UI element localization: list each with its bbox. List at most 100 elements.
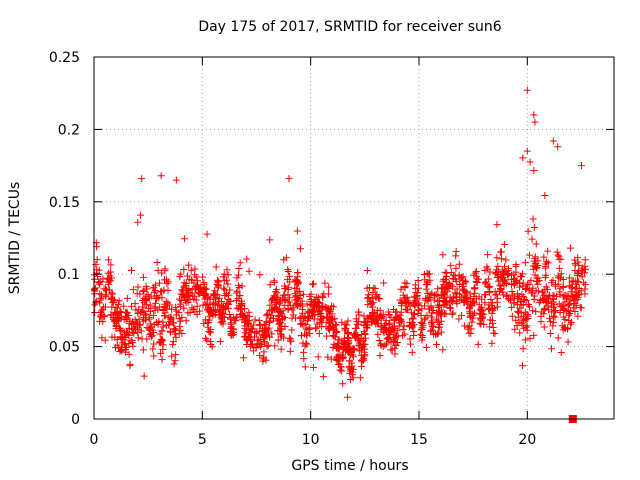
- data-point: [128, 266, 136, 274]
- data-point: [208, 310, 216, 318]
- data-point: [219, 309, 227, 317]
- data-point: [306, 324, 314, 332]
- data-point: [391, 316, 399, 324]
- data-point: [385, 320, 393, 328]
- data-point: [96, 312, 104, 320]
- data-point: [363, 284, 371, 292]
- data-point: [526, 158, 534, 166]
- data-point: [367, 300, 375, 308]
- data-point: [501, 240, 509, 248]
- data-point: [397, 308, 405, 316]
- data-point: [147, 292, 155, 300]
- data-point: [439, 346, 447, 354]
- data-point: [158, 269, 166, 277]
- data-point: [356, 374, 364, 382]
- data-point: [139, 273, 147, 281]
- x-axis-label: GPS time / hours: [291, 458, 408, 474]
- data-point: [242, 329, 250, 337]
- data-point: [526, 334, 534, 342]
- data-point: [546, 318, 554, 326]
- data-point: [521, 336, 529, 344]
- data-point: [131, 323, 139, 331]
- data-point: [350, 331, 358, 339]
- data-point: [216, 338, 224, 346]
- data-point: [564, 324, 572, 332]
- data-point: [433, 340, 441, 348]
- data-point: [532, 264, 540, 272]
- data-point: [481, 299, 489, 307]
- data-point: [165, 321, 173, 329]
- data-point: [445, 285, 453, 293]
- data-point: [386, 319, 394, 327]
- data-point: [304, 309, 312, 317]
- data-point: [285, 175, 293, 183]
- data-point: [291, 314, 299, 322]
- data-point: [293, 296, 301, 304]
- data-point: [507, 303, 515, 311]
- data-point: [277, 310, 285, 318]
- data-point: [117, 326, 125, 334]
- data-point: [478, 303, 486, 311]
- data-point: [397, 302, 405, 310]
- data-point: [343, 346, 351, 354]
- data-point: [549, 318, 557, 326]
- data-point: [281, 301, 289, 309]
- data-point: [376, 340, 384, 348]
- data-point: [142, 310, 150, 318]
- data-point: [521, 316, 529, 324]
- data-point: [361, 330, 369, 338]
- data-point: [202, 334, 210, 342]
- data-point: [391, 350, 399, 358]
- data-point: [139, 303, 147, 311]
- data-point: [399, 325, 407, 333]
- data-point: [270, 277, 278, 285]
- data-point: [266, 314, 274, 322]
- data-point: [433, 308, 441, 316]
- data-point: [176, 273, 184, 281]
- data-point: [169, 341, 177, 349]
- data-point: [300, 348, 308, 356]
- data-point: [142, 282, 150, 290]
- data-point: [521, 259, 529, 267]
- data-point: [339, 380, 347, 388]
- data-point: [422, 343, 430, 351]
- data-point: [472, 278, 480, 286]
- data-point: [294, 279, 302, 287]
- data-point: [169, 338, 177, 346]
- data-point: [139, 346, 147, 354]
- data-point: [453, 289, 461, 297]
- data-point: [519, 282, 527, 290]
- data-point: [136, 309, 144, 317]
- data-point: [435, 302, 443, 310]
- grid-lines: [94, 57, 614, 419]
- data-point: [401, 284, 409, 292]
- data-point: [486, 323, 494, 331]
- data-point: [447, 262, 455, 270]
- data-point: [418, 320, 426, 328]
- data-point: [204, 319, 212, 327]
- data-point: [245, 308, 253, 316]
- data-point: [572, 293, 580, 301]
- data-point: [452, 252, 460, 260]
- data-point: [435, 324, 443, 332]
- data-point: [493, 273, 501, 281]
- data-point: [455, 315, 463, 323]
- data-point: [190, 292, 198, 300]
- data-point: [343, 330, 351, 338]
- data-point: [277, 345, 285, 353]
- data-point: [225, 311, 233, 319]
- data-point: [524, 312, 532, 320]
- data-point: [534, 257, 542, 265]
- data-point: [369, 288, 377, 296]
- data-point: [234, 281, 242, 289]
- data-point: [314, 353, 322, 361]
- data-point: [390, 305, 398, 313]
- data-point: [449, 283, 457, 291]
- data-point: [578, 162, 585, 170]
- data-point: [128, 337, 136, 345]
- data-point: [422, 295, 430, 303]
- data-point: [95, 278, 103, 286]
- data-point: [137, 327, 145, 335]
- data-point: [211, 300, 219, 308]
- data-point: [345, 357, 353, 365]
